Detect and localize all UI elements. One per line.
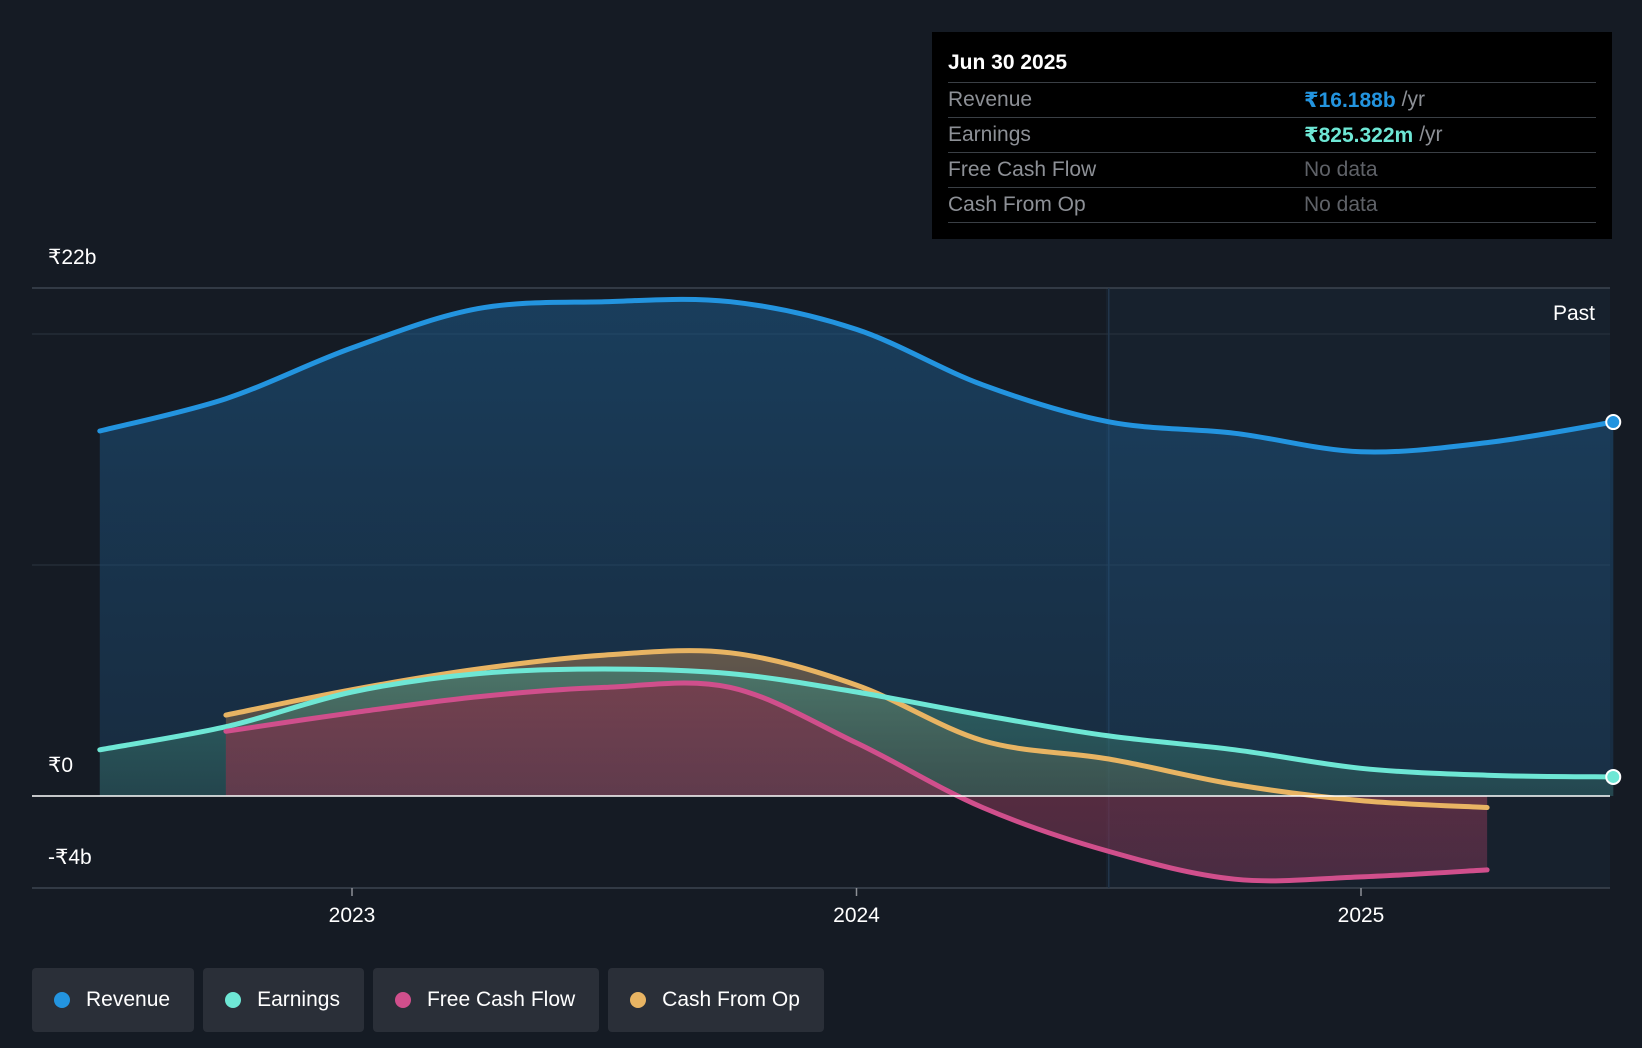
- tooltip-row-cash-from-op: Cash From Op No data: [948, 187, 1596, 223]
- tooltip-label: Free Cash Flow: [948, 158, 1097, 181]
- legend-revenue[interactable]: Revenue: [32, 968, 195, 1032]
- tooltip-value: No data: [1304, 158, 1378, 181]
- data-tooltip: Jun 30 2025 Revenue ₹16.188b /yr Earning…: [932, 32, 1612, 239]
- tooltip-value: ₹16.188b: [1304, 88, 1396, 112]
- legend-label: Cash From Op: [662, 988, 800, 1011]
- x-tick-label: 2023: [329, 904, 376, 927]
- tooltip-value: No data: [1304, 193, 1378, 216]
- tooltip-unit: /yr: [1419, 123, 1443, 146]
- tooltip-unit: /yr: [1401, 88, 1425, 111]
- earnings-line: [97, 666, 1616, 780]
- free-cash-flow-dot-icon: [394, 992, 411, 1008]
- earnings-dot-icon: [225, 992, 242, 1008]
- y-tick-label: ₹0: [48, 754, 73, 777]
- chart-legend: Revenue Earnings Free Cash Flow Cash Fro…: [32, 968, 824, 1032]
- tooltip-date: Jun 30 2025: [948, 51, 1068, 74]
- legend-label: Free Cash Flow: [426, 988, 576, 1011]
- x-tick-label: 2024: [833, 904, 880, 927]
- revenue-end-marker: [1605, 414, 1622, 431]
- legend-cash-from-op[interactable]: Cash From Op: [608, 968, 824, 1032]
- x-tick-label: 2025: [1338, 904, 1385, 927]
- tooltip-label: Revenue: [948, 88, 1033, 111]
- tooltip-row-earnings: Earnings ₹825.322m /yr: [948, 117, 1596, 152]
- y-tick-label: -₹4b: [48, 846, 92, 869]
- legend-free-cash-flow[interactable]: Free Cash Flow: [372, 968, 600, 1032]
- revenue-dot-icon: [54, 992, 70, 1008]
- tooltip-label: Earnings: [948, 123, 1031, 146]
- legend-label: Earnings: [257, 988, 340, 1011]
- negative-area: [225, 682, 1488, 881]
- y-tick-label: ₹22b: [48, 246, 96, 269]
- tooltip-row-free-cash-flow: Free Cash Flow No data: [948, 152, 1596, 187]
- legend-earnings[interactable]: Earnings: [203, 968, 364, 1032]
- cash-from-op-dot-icon: [630, 992, 647, 1008]
- revenue-line: [97, 296, 1616, 455]
- free-cash-flow-line: [223, 680, 1490, 884]
- cash-from-op-line: [223, 648, 1490, 810]
- past-label: Past: [1553, 302, 1595, 325]
- tooltip-value: ₹825.322m: [1304, 123, 1414, 147]
- tooltip-row-revenue: Revenue ₹16.188b /yr: [948, 82, 1596, 117]
- tooltip-label: Cash From Op: [948, 193, 1086, 216]
- earnings-end-marker: [1605, 768, 1622, 785]
- legend-label: Revenue: [86, 988, 171, 1011]
